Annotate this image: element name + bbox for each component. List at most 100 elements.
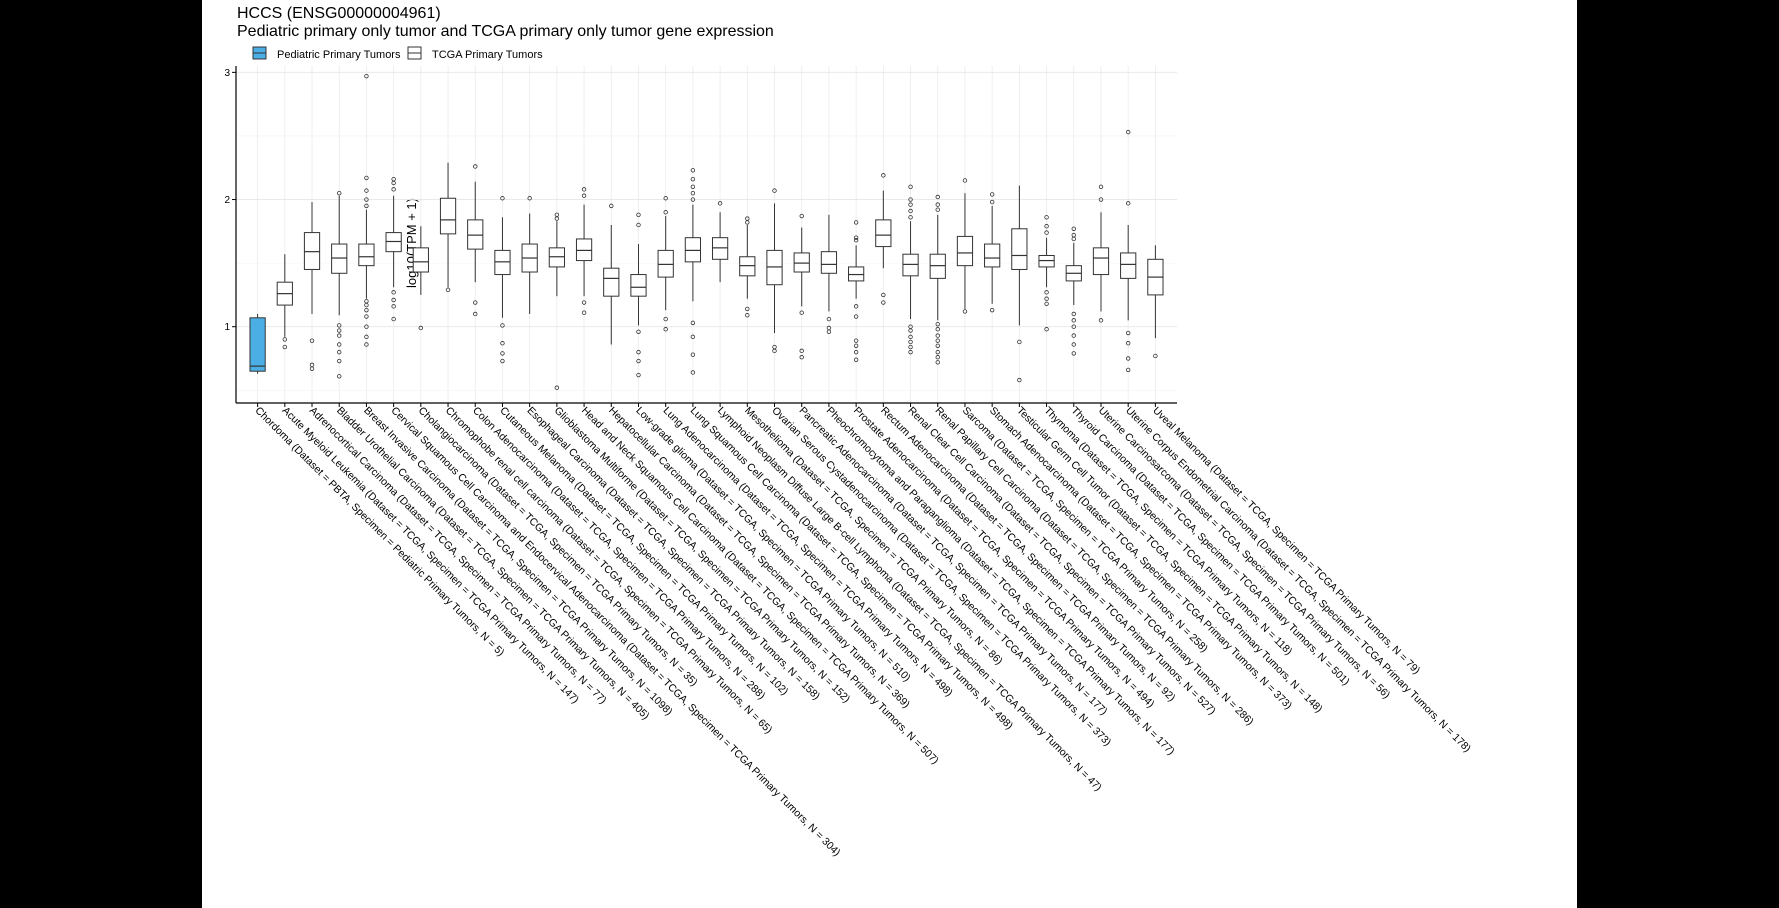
outlier-point [364,314,369,319]
outlier-point [364,175,369,181]
outlier-point [690,190,696,196]
outlier-point [908,334,913,340]
outlier-point [1125,367,1131,373]
outlier-point [853,314,859,319]
outlier-point [690,320,696,326]
outlier-point [690,176,696,182]
box-iqr [1120,252,1137,279]
outlier-point [935,327,940,332]
box-iqr [793,252,810,273]
chart-subtitle: Pediatric primary only tumor and TCGA pr… [237,23,774,40]
box-18 [739,216,756,318]
outlier-point [391,316,396,322]
box-17 [711,201,729,283]
y-tick-label: 2 [224,195,230,206]
box-1 [276,254,293,350]
outlier-point [935,360,940,365]
outlier-point [935,207,940,212]
box-iqr [358,243,375,267]
outlier-point [690,184,696,190]
outlier-point [337,358,342,364]
outlier-point [364,197,369,202]
outlier-point [1017,339,1022,345]
outlier-point [364,203,369,209]
outlier-point [636,372,641,378]
outlier-point [1153,353,1158,359]
outlier-point [745,306,750,312]
outlier-point [581,310,587,315]
outlier-point [1098,184,1104,190]
box-23 [875,173,892,305]
outlier-point [309,362,315,368]
outlier-point [1044,215,1049,220]
outlier-point [935,338,940,343]
outlier-point [1071,324,1076,329]
outlier-point [935,343,940,348]
outlier-point [1071,351,1076,356]
box-iqr [739,256,756,277]
outlier-point [853,235,859,240]
outlier-point [391,187,396,192]
outlier-point [581,193,587,198]
category-labels: Chordoma (Dataset = PBTA, Specimen = Ped… [252,405,1473,859]
outlier-point [1044,327,1049,332]
outlier-point [391,297,396,303]
outlier-point [337,374,342,379]
outlier-point [282,344,288,350]
outlier-point [1071,318,1076,323]
boxplot-chart: HCCS (ENSG00000004961) Pediatric primary… [224,5,1473,859]
box-iqr [494,249,511,276]
grid [236,66,1177,403]
outlier-point [581,187,587,192]
outlier-point [908,197,913,202]
box-24 [902,184,919,355]
outlier-point [853,220,859,225]
outlier-point [908,324,913,329]
box-7 [439,162,457,293]
outlier-point [1017,377,1022,383]
outlier-point [1044,296,1049,301]
outlier-point [1125,330,1131,336]
outlier-point [1044,224,1049,229]
box-8 [467,164,484,317]
outlier-point [636,349,641,355]
outlier-point [772,188,777,193]
outlier-point [500,341,505,346]
box-31 [1092,184,1110,323]
outlier-point [908,208,913,214]
outlier-point [1071,333,1076,338]
outlier-point [473,311,478,317]
legend-label-tcga: TCGA Primary Tumors [432,49,543,61]
outlier-point [1125,356,1131,361]
outlier-point [908,184,913,190]
outlier-point [908,349,913,355]
outlier-point [1098,318,1104,323]
outlier-point [989,192,995,197]
outlier-point [445,287,451,293]
outlier-point [881,292,886,298]
outlier-point [1044,301,1049,307]
outlier-point [908,202,913,207]
outlier-point [935,355,940,360]
outlier-point [554,212,560,217]
outlier-point [282,337,288,342]
box-iqr [657,249,674,278]
outlier-point [853,304,859,309]
outlier-point [826,325,832,331]
outlier-point [391,304,396,309]
box-iqr [766,249,783,286]
legend-label-pediatric: Pediatric Primary Tumors [277,49,401,61]
outlier-point [690,334,696,340]
outlier-point [1071,311,1076,317]
outlier-point [364,188,369,193]
box-20 [793,213,810,360]
box-iqr [1092,247,1110,276]
box-25 [929,194,946,365]
outlier-point [908,344,913,350]
outlier-point [935,349,940,355]
outlier-point [962,309,968,314]
outlier-point [337,190,342,196]
box-iqr [902,253,919,277]
outlier-point [337,323,342,328]
outlier-point [1125,341,1131,346]
